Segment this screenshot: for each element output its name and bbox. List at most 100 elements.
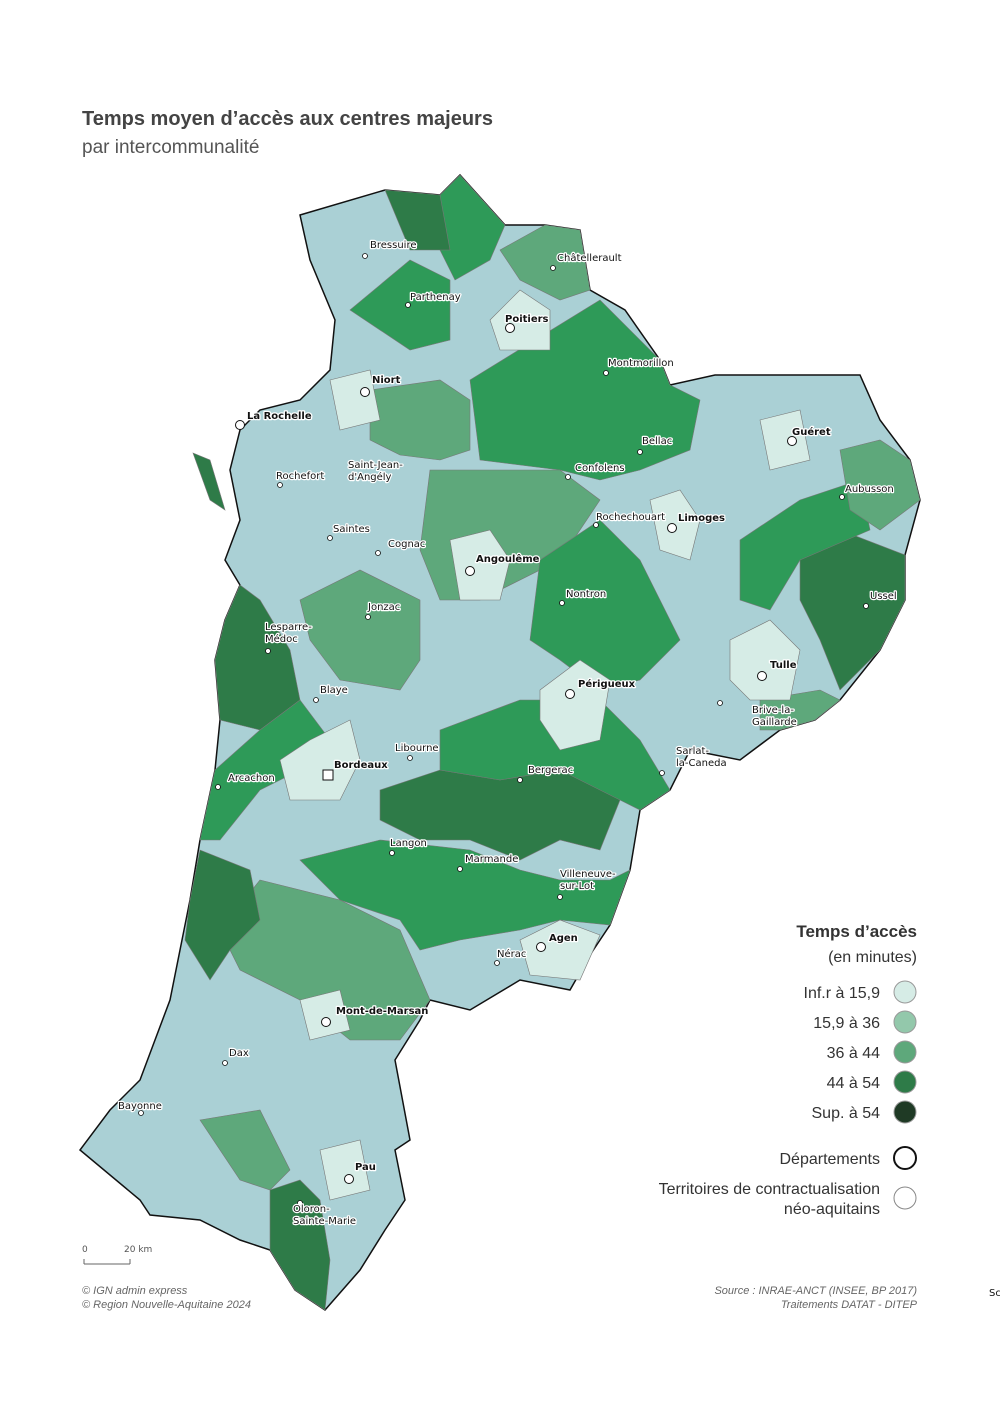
zone xyxy=(184,849,261,981)
place-label: Sarlat- xyxy=(676,746,709,757)
place-label: Libourne xyxy=(395,743,439,754)
city-marker xyxy=(559,600,565,606)
legend-swatch xyxy=(893,1146,917,1170)
place-label: Montmorillon xyxy=(608,358,674,369)
place-label: Poitiers xyxy=(505,314,549,325)
place-label: Médoc xyxy=(265,633,298,645)
subtitle: par intercommunalité xyxy=(82,137,259,158)
city-marker xyxy=(659,770,665,776)
city-marker xyxy=(593,522,599,528)
zone xyxy=(499,224,591,301)
place-label: Angoulême xyxy=(476,553,540,565)
city-marker xyxy=(265,648,271,654)
legend-subtitle: (en minutes) xyxy=(828,949,917,966)
place-label: Ussel xyxy=(870,591,897,602)
place-label: La Rochelle xyxy=(247,411,312,422)
city-marker xyxy=(327,535,333,541)
zone xyxy=(279,719,361,801)
city-marker xyxy=(550,265,556,271)
city-marker xyxy=(757,671,767,681)
place-label: Dax xyxy=(229,1048,249,1059)
place-label: Parthenay xyxy=(410,292,461,303)
place-label: Mont-de-Marsan xyxy=(336,1006,428,1017)
city-marker xyxy=(215,784,221,790)
places: Bressuire Châtellerault Parthenay Poitiers M… xyxy=(117,239,898,1229)
zone xyxy=(739,479,871,611)
city-marker xyxy=(344,1174,354,1184)
place-label: d'Angély xyxy=(348,471,392,483)
legend-swatch xyxy=(893,1070,917,1094)
place-label: la-Caneda xyxy=(676,758,727,769)
place-label: Guéret xyxy=(792,426,831,438)
place-label: Gaillarde xyxy=(752,717,797,728)
legend: Temps d’accès (en minutes) Inf.r à 15,9 1… xyxy=(659,922,917,1218)
city-marker xyxy=(787,436,797,446)
place-label: Aubusson xyxy=(845,484,894,495)
scale-label: 0 xyxy=(82,1245,88,1255)
source: Source : INRAE-ANCT (INSEE, BP 2017) xyxy=(714,1285,917,1297)
city-marker xyxy=(321,1017,331,1027)
place-label: Brive-la- xyxy=(752,705,794,716)
city-marker xyxy=(297,1200,303,1206)
place-label: sur-Lot xyxy=(560,881,594,892)
place-label: Périgueux xyxy=(578,678,636,690)
place-label: Niort xyxy=(372,375,401,386)
city-marker xyxy=(138,1110,144,1116)
place-label: Saintes xyxy=(333,524,370,535)
source: Traitements DATAT - DITEP xyxy=(781,1299,918,1311)
city-marker xyxy=(565,689,575,699)
zone xyxy=(529,519,681,691)
legend-label: Départements xyxy=(780,1151,881,1168)
place-label: Oloron- xyxy=(293,1204,330,1215)
city-marker xyxy=(389,850,395,856)
city-marker xyxy=(536,942,546,952)
city-marker xyxy=(313,697,319,703)
city-marker xyxy=(405,302,411,308)
legend-swatch xyxy=(893,1010,917,1034)
city-marker xyxy=(360,387,370,397)
credit: © Region Nouvelle-Aquitaine 2024 xyxy=(82,1299,251,1311)
legend-swatch xyxy=(893,1186,917,1210)
city-marker xyxy=(557,894,563,900)
zone xyxy=(299,989,351,1041)
place-label: Rochechouart xyxy=(596,512,665,523)
legend-swatch xyxy=(893,1100,917,1124)
city-marker xyxy=(362,253,368,259)
city-marker xyxy=(863,603,869,609)
zone xyxy=(269,1179,331,1311)
place-label: Confolens xyxy=(575,463,625,474)
legend-label: 44 à 54 xyxy=(827,1075,880,1092)
zone xyxy=(329,369,381,431)
zone xyxy=(299,839,631,951)
place-label: Limoges xyxy=(678,513,725,524)
place-label: Nérac xyxy=(497,948,526,960)
place-label: Lesparre- xyxy=(265,622,312,633)
city-marker xyxy=(277,482,283,488)
city-marker xyxy=(465,566,475,576)
city-marker xyxy=(667,523,677,533)
place-label: Blaye xyxy=(320,685,348,696)
zone xyxy=(199,1109,291,1191)
place-label: Marmande xyxy=(465,854,518,865)
title: Temps moyen d’accès aux centres majeurs xyxy=(82,108,493,130)
zone xyxy=(384,189,451,251)
zone xyxy=(299,569,421,691)
zone xyxy=(449,529,511,601)
legend-label: néo-aquitains xyxy=(784,1201,880,1218)
city-marker xyxy=(494,960,500,966)
legend-label: 15,9 à 36 xyxy=(813,1015,880,1032)
city-marker xyxy=(717,700,723,706)
legend-label: Territoires de contractualisation xyxy=(659,1181,880,1198)
legend-swatch xyxy=(893,1040,917,1064)
place-label: Bergerac xyxy=(528,765,573,776)
zone xyxy=(349,259,451,351)
legend-label: 36 à 44 xyxy=(827,1045,880,1062)
legend-swatch xyxy=(893,980,917,1004)
place-label: Nontron xyxy=(566,589,606,600)
place-label: Bordeaux xyxy=(334,760,388,771)
place-label: Pau xyxy=(355,1162,376,1173)
legend-title: Temps d’accès xyxy=(796,922,917,941)
zone xyxy=(539,659,611,751)
city-marker xyxy=(517,777,523,783)
